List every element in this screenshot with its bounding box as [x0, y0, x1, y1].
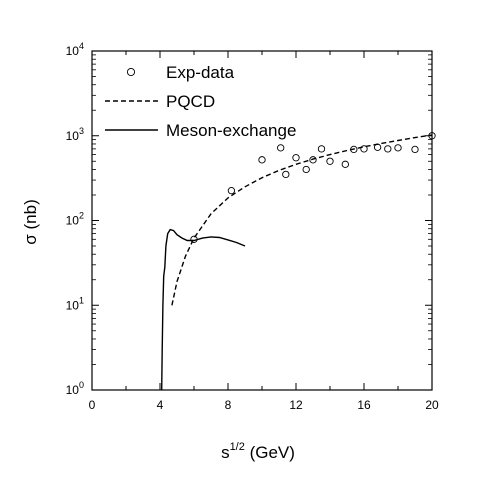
pqcd-curve: [171, 134, 433, 306]
series-layer: [161, 132, 436, 391]
exp-data-point: [411, 145, 419, 154]
exp-data-point: [277, 144, 285, 152]
exp-data-point: [317, 145, 326, 153]
legend-label: Exp-data: [166, 63, 235, 82]
x-tick-label: 20: [425, 398, 439, 412]
y-tick-label: 103: [66, 126, 84, 143]
legend-label: Meson-exchange: [166, 121, 296, 140]
exp-data-point: [282, 170, 290, 179]
legend-pqcd: PQCD: [105, 92, 215, 111]
exp-data-point: [292, 154, 300, 162]
y-axis-title: σ (nb): [21, 199, 40, 244]
x-tick-label: 0: [89, 398, 96, 412]
legend-exp-data: Exp-data: [126, 63, 235, 82]
exp-data-point: [384, 145, 392, 153]
y-tick-labels: 100 101 102 103 104: [66, 41, 84, 397]
exp-data-point: [394, 144, 402, 152]
y-tick-label: 101: [66, 295, 84, 312]
x-tick-label: 8: [225, 398, 232, 412]
y-tick-label: 104: [66, 41, 84, 58]
exp-data-point: [302, 165, 310, 174]
exp-data-point: [341, 160, 349, 168]
exp-data-series: [190, 132, 436, 243]
legend-label: PQCD: [166, 92, 215, 111]
exp-data-point: [309, 156, 317, 164]
x-axis-title: s1/2 (GeV): [221, 441, 295, 462]
exp-data-point: [227, 187, 236, 195]
exp-data-point: [326, 157, 334, 165]
x-tick-labels: 0 4 8 12 16 20: [89, 398, 439, 412]
exp-data-point: [258, 156, 266, 164]
exp-data-point: [360, 145, 368, 153]
legend-marker-circle: [126, 67, 136, 77]
axis-ticks: [91, 50, 433, 391]
plot-frame: [91, 50, 433, 391]
meson-exchange-curve: [161, 228, 246, 391]
legend: Exp-data PQCD Meson-exchange: [105, 63, 296, 140]
x-tick-label: 12: [289, 398, 303, 412]
legend-meson-exchange: Meson-exchange: [105, 121, 296, 140]
x-tick-label: 16: [357, 398, 371, 412]
x-tick-label: 4: [157, 398, 164, 412]
y-tick-label: 102: [66, 211, 84, 228]
y-tick-label: 100: [66, 380, 84, 397]
